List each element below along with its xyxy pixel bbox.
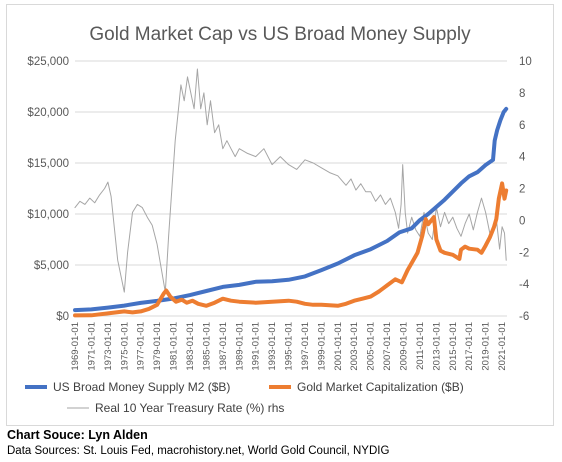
x-tick-label: 1991-01-01 <box>251 322 262 371</box>
gold-series-line <box>73 181 509 318</box>
y-left-tick-label: $0 <box>56 311 69 323</box>
data-sources: Data Sources: St. Louis Fed, macrohistor… <box>7 445 390 457</box>
x-tick-label: 1985-01-01 <box>201 322 212 371</box>
x-tick-label: 1971-01-01 <box>86 322 97 371</box>
chart-title: Gold Market Cap vs US Broad Money Supply <box>89 24 471 45</box>
x-tick-label: 2001-01-01 <box>333 322 344 371</box>
x-tick-label: 2005-01-01 <box>366 322 377 371</box>
x-tick-label: 2003-01-01 <box>349 322 360 371</box>
x-tick-label: 2021-01-01 <box>497 322 508 371</box>
x-tick-label: 2011-01-01 <box>415 322 426 370</box>
y-right-tick-label: 8 <box>519 88 525 100</box>
y-right-tick-label: -4 <box>519 279 530 291</box>
chart-frame: Gold Market Cap vs US Broad Money Supply… <box>6 4 554 426</box>
x-tick-label: 1983-01-01 <box>185 322 196 371</box>
y-right-tick-label: -6 <box>519 311 529 323</box>
x-tick-label: 2013-01-01 <box>431 322 442 371</box>
x-tick-label: 1987-01-01 <box>218 322 229 371</box>
treasury-series-line <box>74 68 507 293</box>
y-left-tick-label: $5,000 <box>34 260 69 272</box>
y-right-tick-label: 0 <box>519 215 525 227</box>
x-tick-label: 1993-01-01 <box>267 322 278 371</box>
x-tick-label: 2007-01-01 <box>382 322 393 371</box>
chart-credit: Chart Souce: Lyn Alden <box>7 428 148 442</box>
y-right-tick-label: 6 <box>519 120 525 132</box>
x-tick-label: 1995-01-01 <box>284 322 295 371</box>
x-tick-label: 1979-01-01 <box>152 322 163 371</box>
x-tick-label: 2009-01-01 <box>399 322 410 371</box>
x-tick-label: 2015-01-01 <box>448 322 459 371</box>
y-right-tick-label: 2 <box>519 184 525 196</box>
y-left-tick-label: $10,000 <box>27 209 69 221</box>
x-tick-label: 1969-01-01 <box>70 322 81 371</box>
x-tick-label: 2019-01-01 <box>481 322 492 371</box>
legend-label: Real 10 Year Treasury Rate (%) rhs <box>95 401 284 415</box>
y-right-tick-label: -2 <box>519 247 529 259</box>
x-tick-label: 1975-01-01 <box>119 322 130 371</box>
y-right-tick-label: 4 <box>519 152 526 164</box>
y-left-tick-label: $20,000 <box>27 107 69 119</box>
x-tick-label: 1977-01-01 <box>136 322 147 371</box>
x-tick-label: 1973-01-01 <box>103 322 114 371</box>
x-tick-label: 1981-01-01 <box>169 322 180 371</box>
x-tick-label: 2017-01-01 <box>464 322 475 371</box>
legend-label: Gold Market Capitalization ($B) <box>297 380 464 394</box>
y-left-tick-label: $15,000 <box>27 158 69 170</box>
x-tick-label: 1989-01-01 <box>234 322 245 371</box>
x-tick-label: 1997-01-01 <box>300 322 311 371</box>
legend-label: US Broad Money Supply M2 ($B) <box>53 380 230 394</box>
chart: Gold Market Cap vs US Broad Money Supply… <box>25 24 532 415</box>
y-left-tick-label: $25,000 <box>27 56 69 68</box>
m2-series-line <box>73 106 509 313</box>
y-right-tick-label: 10 <box>519 56 532 68</box>
x-tick-label: 1999-01-01 <box>316 322 327 371</box>
